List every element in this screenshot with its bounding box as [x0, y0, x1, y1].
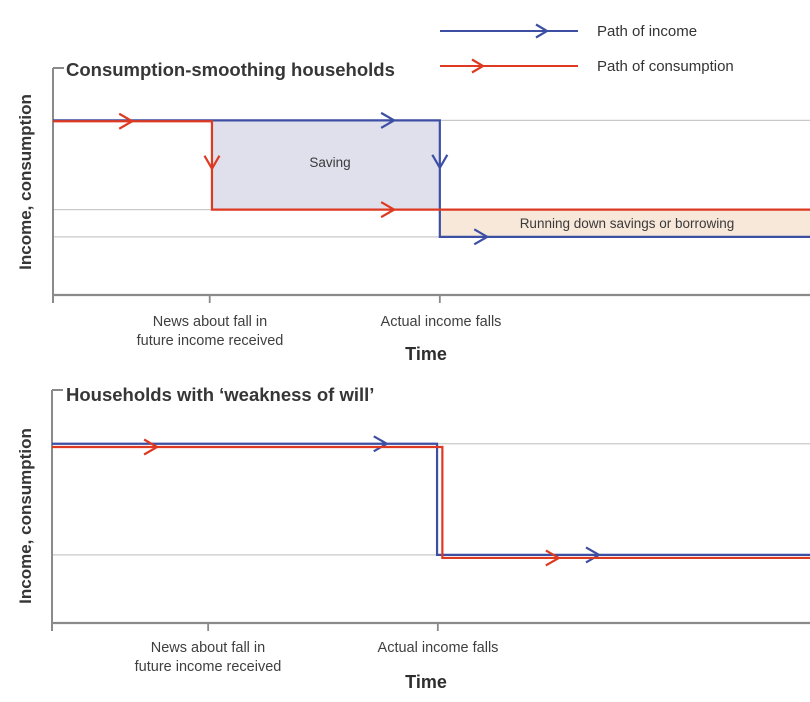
consumption-path — [52, 445, 810, 560]
consumption-arrow-icon — [118, 112, 135, 130]
panel2-plot-geometry — [51, 389, 810, 631]
legend: Path of income Path of consumption — [440, 23, 734, 75]
panel2-x-axis-label: Time — [405, 672, 447, 692]
legend-label-consumption: Path of consumption — [597, 58, 734, 75]
income-arrow-icon — [431, 154, 449, 170]
consumption-arrow-icon — [143, 438, 160, 456]
region-dissaving_fill — [439, 209, 810, 237]
panel2-title: Households with ‘weakness of will’ — [66, 384, 374, 405]
income-arrow-icon — [473, 228, 490, 246]
income-path — [52, 442, 810, 556]
panel1-xtick-news-line2: future income received — [137, 333, 284, 349]
consumption-arrow-icon — [380, 201, 397, 219]
legend-item-consumption: Path of consumption — [440, 58, 734, 75]
income-arrow-icon — [585, 546, 602, 564]
panel-consumption-smoothing: Consumption-smoothing households Income,… — [16, 59, 810, 364]
panel2-y-axis-label: Income, consumption — [16, 428, 35, 604]
panel1-title: Consumption-smoothing households — [66, 59, 395, 80]
income-arrow-icon — [535, 23, 550, 39]
dissaving-region-label: Running down savings or borrowing — [520, 216, 735, 231]
panel1-plot-geometry — [52, 67, 810, 303]
panel2-xtick-news-line1: News about fall in — [151, 640, 265, 656]
region-saving_fill — [211, 120, 440, 210]
consumption-arrow-icon — [471, 58, 486, 74]
panel-weakness-of-will: Households with ‘weakness of will’ Incom… — [16, 384, 810, 692]
legend-item-income: Path of income — [440, 23, 697, 40]
consumption-arrow-icon — [203, 155, 221, 171]
consumption-arrow-icon — [545, 549, 562, 567]
legend-label-income: Path of income — [597, 23, 697, 40]
income-path — [53, 119, 810, 238]
panel2-xtick-news-line2: future income received — [135, 659, 282, 675]
income-arrow-icon — [380, 111, 397, 129]
panel1-y-axis-label: Income, consumption — [16, 94, 35, 270]
panel1-xtick-income-falls: Actual income falls — [381, 314, 502, 330]
panel2-xtick-income-falls: Actual income falls — [378, 640, 499, 656]
panel1-x-axis-label: Time — [405, 344, 447, 364]
panel1-xtick-news-line1: News about fall in — [153, 314, 267, 330]
income-arrow-icon — [373, 435, 389, 453]
saving-region-label: Saving — [309, 155, 350, 170]
